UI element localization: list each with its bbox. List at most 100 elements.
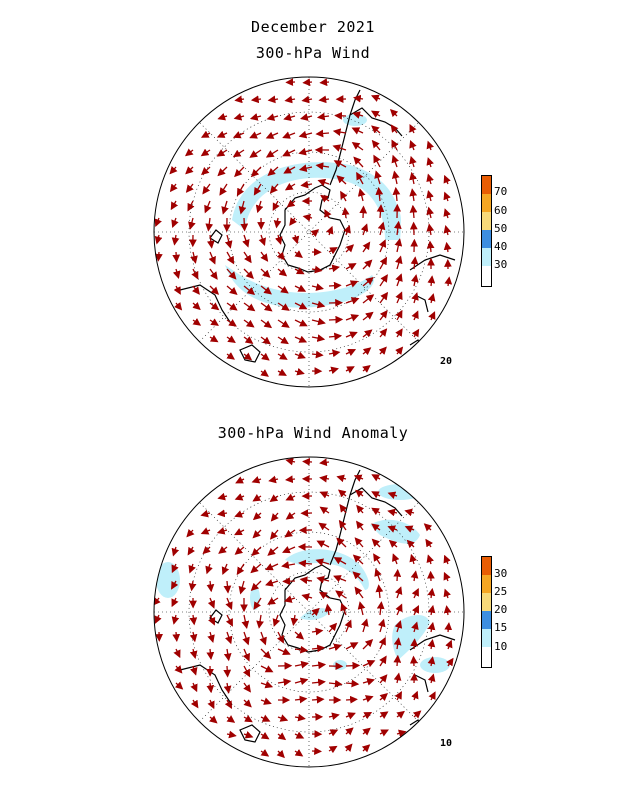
wind-vector-arrow [277, 732, 287, 741]
wind-vector-arrow [298, 147, 313, 156]
wind-vector-arrow [226, 302, 238, 311]
wind-vector-arrow [171, 563, 179, 574]
wind-vector-arrow [426, 240, 435, 253]
wind-vector-arrow [316, 540, 330, 548]
wind-vector-arrow [209, 268, 218, 280]
wind-vector-arrow [444, 622, 453, 633]
wind-vector-arrow [356, 171, 364, 185]
wind-vector-arrow [225, 614, 233, 627]
wind-vector-arrow [311, 627, 324, 636]
colorbar-tick: 20 [494, 603, 508, 616]
wind-vector-arrow [427, 587, 436, 599]
wind-vector-arrow [311, 283, 324, 291]
wind-vector-arrow [443, 208, 451, 219]
wind-vector-arrow [252, 512, 262, 521]
wind-vector-arrow [379, 692, 388, 702]
wind-vector-arrow [328, 366, 339, 375]
reference-vector-label: 10 [440, 738, 453, 749]
wind-vector-arrow [362, 347, 372, 356]
wind-vector-arrow [409, 171, 417, 185]
wind-vector-arrow [285, 511, 296, 520]
wind-vector-arrow [338, 519, 347, 531]
wind-vector-arrow [395, 603, 403, 616]
wind-vector-arrow [319, 474, 330, 483]
wind-vector-arrow [253, 183, 262, 196]
wind-vector-arrow [328, 643, 342, 652]
wind-vector-arrow [285, 493, 296, 501]
wind-vector-arrow [238, 580, 247, 595]
wind-vector-arrow [216, 149, 228, 157]
wind-vector-arrow [205, 217, 214, 232]
wind-vector-arrow [362, 727, 371, 736]
wind-vector-arrow [289, 217, 297, 226]
wind-vector-arrow [260, 697, 272, 705]
wind-vector-arrow [234, 95, 245, 104]
wind-vector-arrow [354, 586, 364, 599]
wind-vector-arrow [328, 712, 340, 721]
wind-vector-arrow [202, 545, 211, 555]
wind-vector-arrow [249, 149, 262, 158]
wind-vector-arrow [351, 127, 364, 135]
wind-vector-arrow [282, 546, 296, 554]
wind-vector-arrow [428, 311, 436, 321]
wind-vector-arrow [359, 205, 368, 219]
wind-vector-arrow [377, 618, 386, 633]
wind-vector-arrow [218, 546, 228, 554]
wind-colorbar [481, 175, 492, 287]
wind-vector-arrow [206, 580, 215, 593]
wind-vector-arrow [172, 251, 181, 263]
wind-vector-arrow [277, 268, 288, 277]
wind-vector-arrow [353, 156, 364, 168]
wind-vector-arrow [319, 506, 330, 515]
wind-vector-arrow [427, 293, 436, 304]
wind-vector-arrow [410, 638, 419, 650]
wind-vector-arrow [185, 166, 194, 175]
wind-vector-arrow [412, 605, 419, 616]
wind-vector-arrow [242, 234, 250, 248]
wind-vector-arrow [217, 166, 228, 177]
wind-vector-arrow [223, 580, 232, 594]
wind-vector-arrow [426, 157, 434, 168]
wind-vector-arrow [311, 265, 323, 274]
wind-vector-arrow [294, 645, 309, 654]
wind-vector-arrow [200, 148, 211, 157]
wind-vector-arrow [395, 346, 404, 356]
wind-vector-arrow [189, 648, 198, 659]
wind-vector-arrow [250, 580, 262, 592]
wind-vector-arrow [294, 351, 306, 360]
wind-vector-arrow [318, 95, 330, 104]
wind-vector-arrow [243, 319, 255, 328]
wind-vector-arrow [333, 575, 347, 583]
coastlines [179, 469, 456, 743]
wind-vector-arrow [377, 221, 386, 236]
wind-vector-arrow [243, 302, 256, 312]
wind-vector-arrow [411, 310, 419, 321]
wind-vector-arrow [260, 302, 273, 312]
wind-vector-arrow [206, 234, 215, 249]
wind-vector-arrow [209, 715, 218, 724]
wind-vector-arrow [171, 217, 179, 229]
wind-vector-arrow [333, 160, 347, 168]
wind-vector-arrow [294, 677, 309, 686]
wind-vector-arrow [315, 129, 330, 138]
wind-vector-arrow [236, 183, 245, 197]
wind-vector-arrow [426, 173, 434, 185]
wind-vector-arrow [268, 475, 279, 484]
wind-vector-arrow [391, 139, 399, 151]
wind-vector-arrow [311, 695, 325, 704]
wind-vector-arrow [260, 680, 274, 689]
wind-vector-arrow [243, 285, 256, 296]
wind-vector-arrow [395, 255, 403, 270]
wind-vector-arrow [252, 494, 262, 502]
colorbar-tick: 50 [494, 222, 508, 235]
wind-vector-arrow [427, 275, 436, 287]
wind-vector-arrow [267, 597, 279, 605]
wind-vector-arrow [311, 350, 324, 359]
wind-vectors [154, 78, 453, 377]
wind-vector-arrow [277, 368, 287, 376]
wind-vector-arrow [427, 604, 436, 616]
wind-vector-arrow [251, 476, 262, 484]
wind-vector-arrow [362, 259, 373, 270]
wind-vector-arrow [379, 328, 388, 338]
wind-vector-arrow [328, 729, 339, 737]
